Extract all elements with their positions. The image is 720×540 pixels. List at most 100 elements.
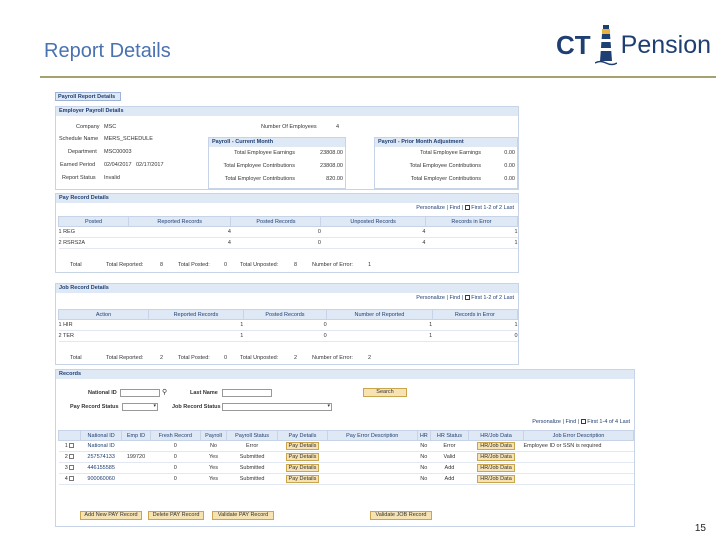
col-select [58,430,81,441]
total-reported-value: 8 [160,262,164,268]
pay-record-personalize-link[interactable]: Personalize | Find | [416,205,465,211]
row-checkbox[interactable] [69,465,75,471]
table-row: 3 446155585 0 Yes Submitted Pay Details … [58,462,634,474]
last-name-input[interactable] [222,389,272,397]
total-label: Total [70,262,82,268]
pay-record-table: Posted Reported Records Posted Records U… [58,216,519,249]
job-status-select[interactable]: ▾ [222,403,332,411]
row-hr: No [417,473,431,485]
row-checkbox[interactable] [69,476,75,482]
download-icon[interactable] [580,419,586,425]
total-error-value: 1 [368,262,372,268]
row-national-id[interactable]: 446155585 [80,462,122,474]
records-nav: Personalize | Find | First 1-4 of 4 Last [532,419,630,425]
row-national-id[interactable]: 257574133 [80,451,122,463]
total-label: Total [70,355,82,361]
row-job-error [523,462,634,474]
pay-details-button[interactable]: Pay Details [285,453,320,461]
row-emp-id [121,440,151,452]
delete-pay-record-button[interactable]: Delete PAY Record [148,511,204,520]
validate-job-record-button[interactable]: Validate JOB Record [370,511,432,520]
employees-label: Number Of Employees [261,124,317,130]
row-payroll: Yes [200,473,227,485]
pay-record-pager[interactable]: First 1-2 of 2 Last [471,205,514,211]
row-name: 2 RSRS2A [58,237,129,249]
job-status-label: Job Record Status [172,404,221,410]
total-posted-value: 0 [224,355,228,361]
pay-record-section: Pay Record Details Personalize | Find | … [55,193,519,273]
table-row: 1 National ID 0 No Error Pay Details No … [58,440,634,452]
row-emp-id: 199720 [121,451,151,463]
lighthouse-icon [594,25,617,66]
row-national-id[interactable]: National ID [80,440,122,452]
cm-emp-contrib-label: Total Employee Contributions [223,163,295,169]
row-checkbox[interactable] [69,443,75,449]
row-pay-error [327,473,418,485]
row-checkbox[interactable] [69,454,75,460]
row-unposted: 4 [320,237,426,249]
search-button[interactable]: Search [363,388,407,397]
department-value: MSC00003 [104,149,132,155]
pay-details-button[interactable]: Pay Details [285,442,320,450]
department-label: Department [68,149,97,155]
row-pay-error [327,440,418,452]
records-section: Records National ID ⚲ Last Name Search P… [55,369,635,527]
last-name-label: Last Name [190,390,218,396]
current-month-header: Payroll - Current Month [209,138,345,147]
download-icon[interactable] [464,295,470,301]
row-num: 1 [64,443,68,449]
table-row: 1 HIR 1 0 1 1 [58,319,518,331]
hr-job-data-button[interactable]: HR/Job Data [477,453,515,461]
logo-ct-text: CT [556,29,591,60]
total-error-label: Number of Error: [312,262,353,268]
job-record-section: Job Record Details Personalize | Find | … [55,283,519,365]
ct-pension-logo: CT Pension [556,22,711,68]
pay-details-button[interactable]: Pay Details [285,475,320,483]
row-payroll: Yes [200,451,227,463]
national-id-input[interactable] [120,389,160,397]
row-number: 1 [326,319,433,331]
page-number: 15 [694,523,706,534]
search-icon[interactable]: ⚲ [162,389,168,396]
job-record-pager[interactable]: First 1-2 of 2 Last [471,295,514,301]
table-row: 1 REG 4 0 4 1 [58,226,518,238]
row-pay-error [327,462,418,474]
pay-details-button[interactable]: Pay Details [285,464,320,472]
table-row: 2 257574133 199720 0 Yes Submitted Pay D… [58,451,634,463]
earned-label: Earned Period [60,162,96,168]
col-pay-error: Pay Error Description [326,430,418,441]
records-personalize-link[interactable]: Personalize | Find | [532,419,581,425]
pay-status-select[interactable]: ▾ [122,403,158,411]
logo-pension-text: Pension [620,30,712,59]
row-error: 1 [425,226,518,238]
hr-job-data-button[interactable]: HR/Job Data [477,442,515,450]
records-pager[interactable]: First 1-4 of 4 Last [587,419,630,425]
row-number: 1 [326,330,433,342]
row-payroll-status: Error [226,440,278,452]
prior-month-section: Payroll - Prior Month Adjustment Total E… [374,137,518,189]
row-posted: 0 [230,226,321,238]
pay-status-label: Pay Record Status [70,404,119,410]
cm-employer-contrib-label: Total Employer Contributions [224,176,295,182]
hr-job-data-button[interactable]: HR/Job Data [477,464,515,472]
col-posted-records: Posted Records [242,309,328,320]
hr-job-data-button[interactable]: HR/Job Data [477,475,515,483]
job-record-table: Action Reported Records Posted Records N… [58,309,519,342]
row-hr: No [417,440,431,452]
validate-pay-record-button[interactable]: Validate PAY Record [212,511,274,520]
total-posted-label: Total Posted: [178,355,210,361]
total-posted-value: 0 [224,262,228,268]
row-national-id[interactable]: 900060060 [80,473,122,485]
row-unposted: 4 [320,226,426,238]
total-unposted-label: Total Unposted: [240,262,279,268]
cm-emp-contrib-value: 23808.00 [320,163,343,169]
row-emp-id [121,473,151,485]
col-fresh: Fresh Record [149,430,201,441]
add-pay-record-button[interactable]: Add New PAY Record [80,511,142,520]
download-icon[interactable] [464,205,470,211]
tab-payroll-report-details[interactable]: Payroll Report Details [55,92,121,101]
col-action: Action [58,309,149,320]
job-record-personalize-link[interactable]: Personalize | Find | [416,295,465,301]
col-hr-status: HR Status [429,430,470,441]
row-num: 4 [64,476,68,482]
